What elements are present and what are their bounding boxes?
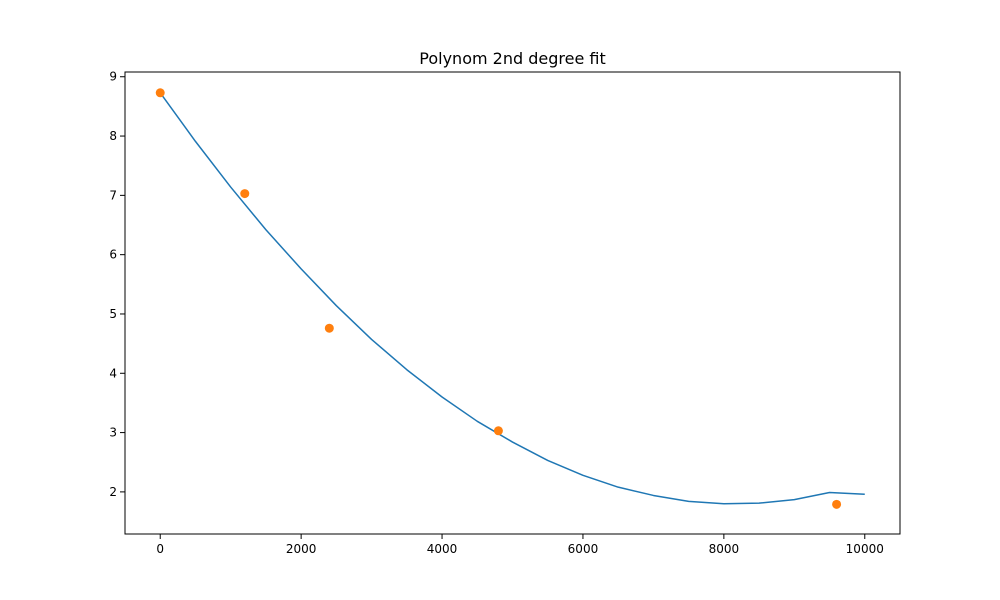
- x-tick-label: 10000: [846, 542, 884, 556]
- y-axis: 2 3 4 5 6 7 8 9: [109, 70, 125, 499]
- x-tick-label: 0: [156, 542, 164, 556]
- y-tick-label: 3: [109, 426, 117, 440]
- chart-title: Polynom 2nd degree fit: [419, 49, 605, 68]
- x-tick-label: 8000: [709, 542, 740, 556]
- x-tick-label: 6000: [568, 542, 599, 556]
- data-point: [493, 426, 503, 436]
- y-tick-label: 7: [109, 188, 117, 202]
- y-tick-label: 4: [109, 366, 117, 380]
- data-point: [155, 88, 165, 98]
- y-tick-label: 8: [109, 129, 117, 143]
- data-point: [240, 189, 250, 199]
- x-tick-label: 4000: [427, 542, 458, 556]
- x-tick-label: 2000: [286, 542, 317, 556]
- series-layer: [155, 88, 865, 509]
- data-point: [324, 323, 334, 333]
- plot-area-frame: [124, 71, 901, 535]
- data-point: [832, 499, 842, 509]
- y-tick-label: 2: [109, 485, 117, 499]
- y-tick-label: 9: [109, 70, 117, 84]
- y-tick-label: 6: [109, 248, 117, 262]
- x-axis: 0 2000 4000 6000 8000 10000: [156, 534, 884, 556]
- fit-curve-line: [159, 92, 865, 505]
- y-tick-label: 5: [109, 307, 117, 321]
